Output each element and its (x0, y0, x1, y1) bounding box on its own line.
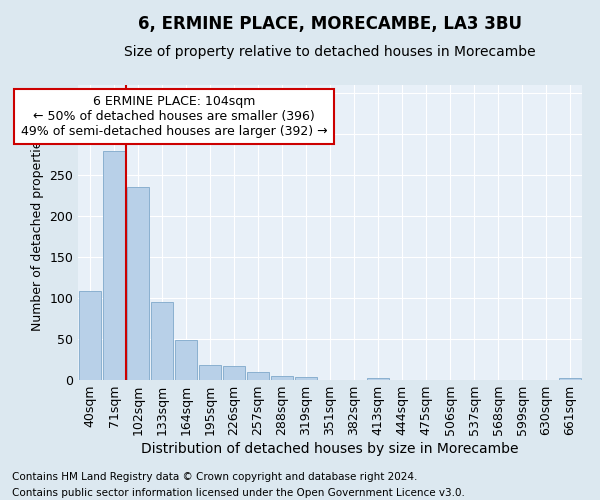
Text: Contains HM Land Registry data © Crown copyright and database right 2024.: Contains HM Land Registry data © Crown c… (12, 472, 418, 482)
Bar (103, 150, 125, 380)
Bar (175, 340, 197, 380)
Bar (199, 365, 221, 380)
Bar (559, 378, 581, 380)
Bar (247, 372, 269, 380)
Y-axis label: Number of detached properties: Number of detached properties (31, 134, 44, 331)
Text: 6, ERMINE PLACE, MORECAMBE, LA3 3BU: 6, ERMINE PLACE, MORECAMBE, LA3 3BU (138, 15, 522, 33)
Bar (271, 376, 293, 380)
Text: Distribution of detached houses by size in Morecambe: Distribution of detached houses by size … (141, 442, 519, 456)
Text: 6 ERMINE PLACE: 104sqm
← 50% of detached houses are smaller (396)
49% of semi-de: 6 ERMINE PLACE: 104sqm ← 50% of detached… (20, 95, 328, 138)
Bar (295, 376, 317, 380)
Bar (367, 378, 389, 380)
Bar (223, 366, 245, 380)
Text: Size of property relative to detached houses in Morecambe: Size of property relative to detached ho… (124, 45, 536, 59)
Bar (127, 188, 149, 380)
Bar (151, 302, 173, 380)
Text: Contains public sector information licensed under the Open Government Licence v3: Contains public sector information licen… (12, 488, 465, 498)
Bar (79, 290, 101, 380)
